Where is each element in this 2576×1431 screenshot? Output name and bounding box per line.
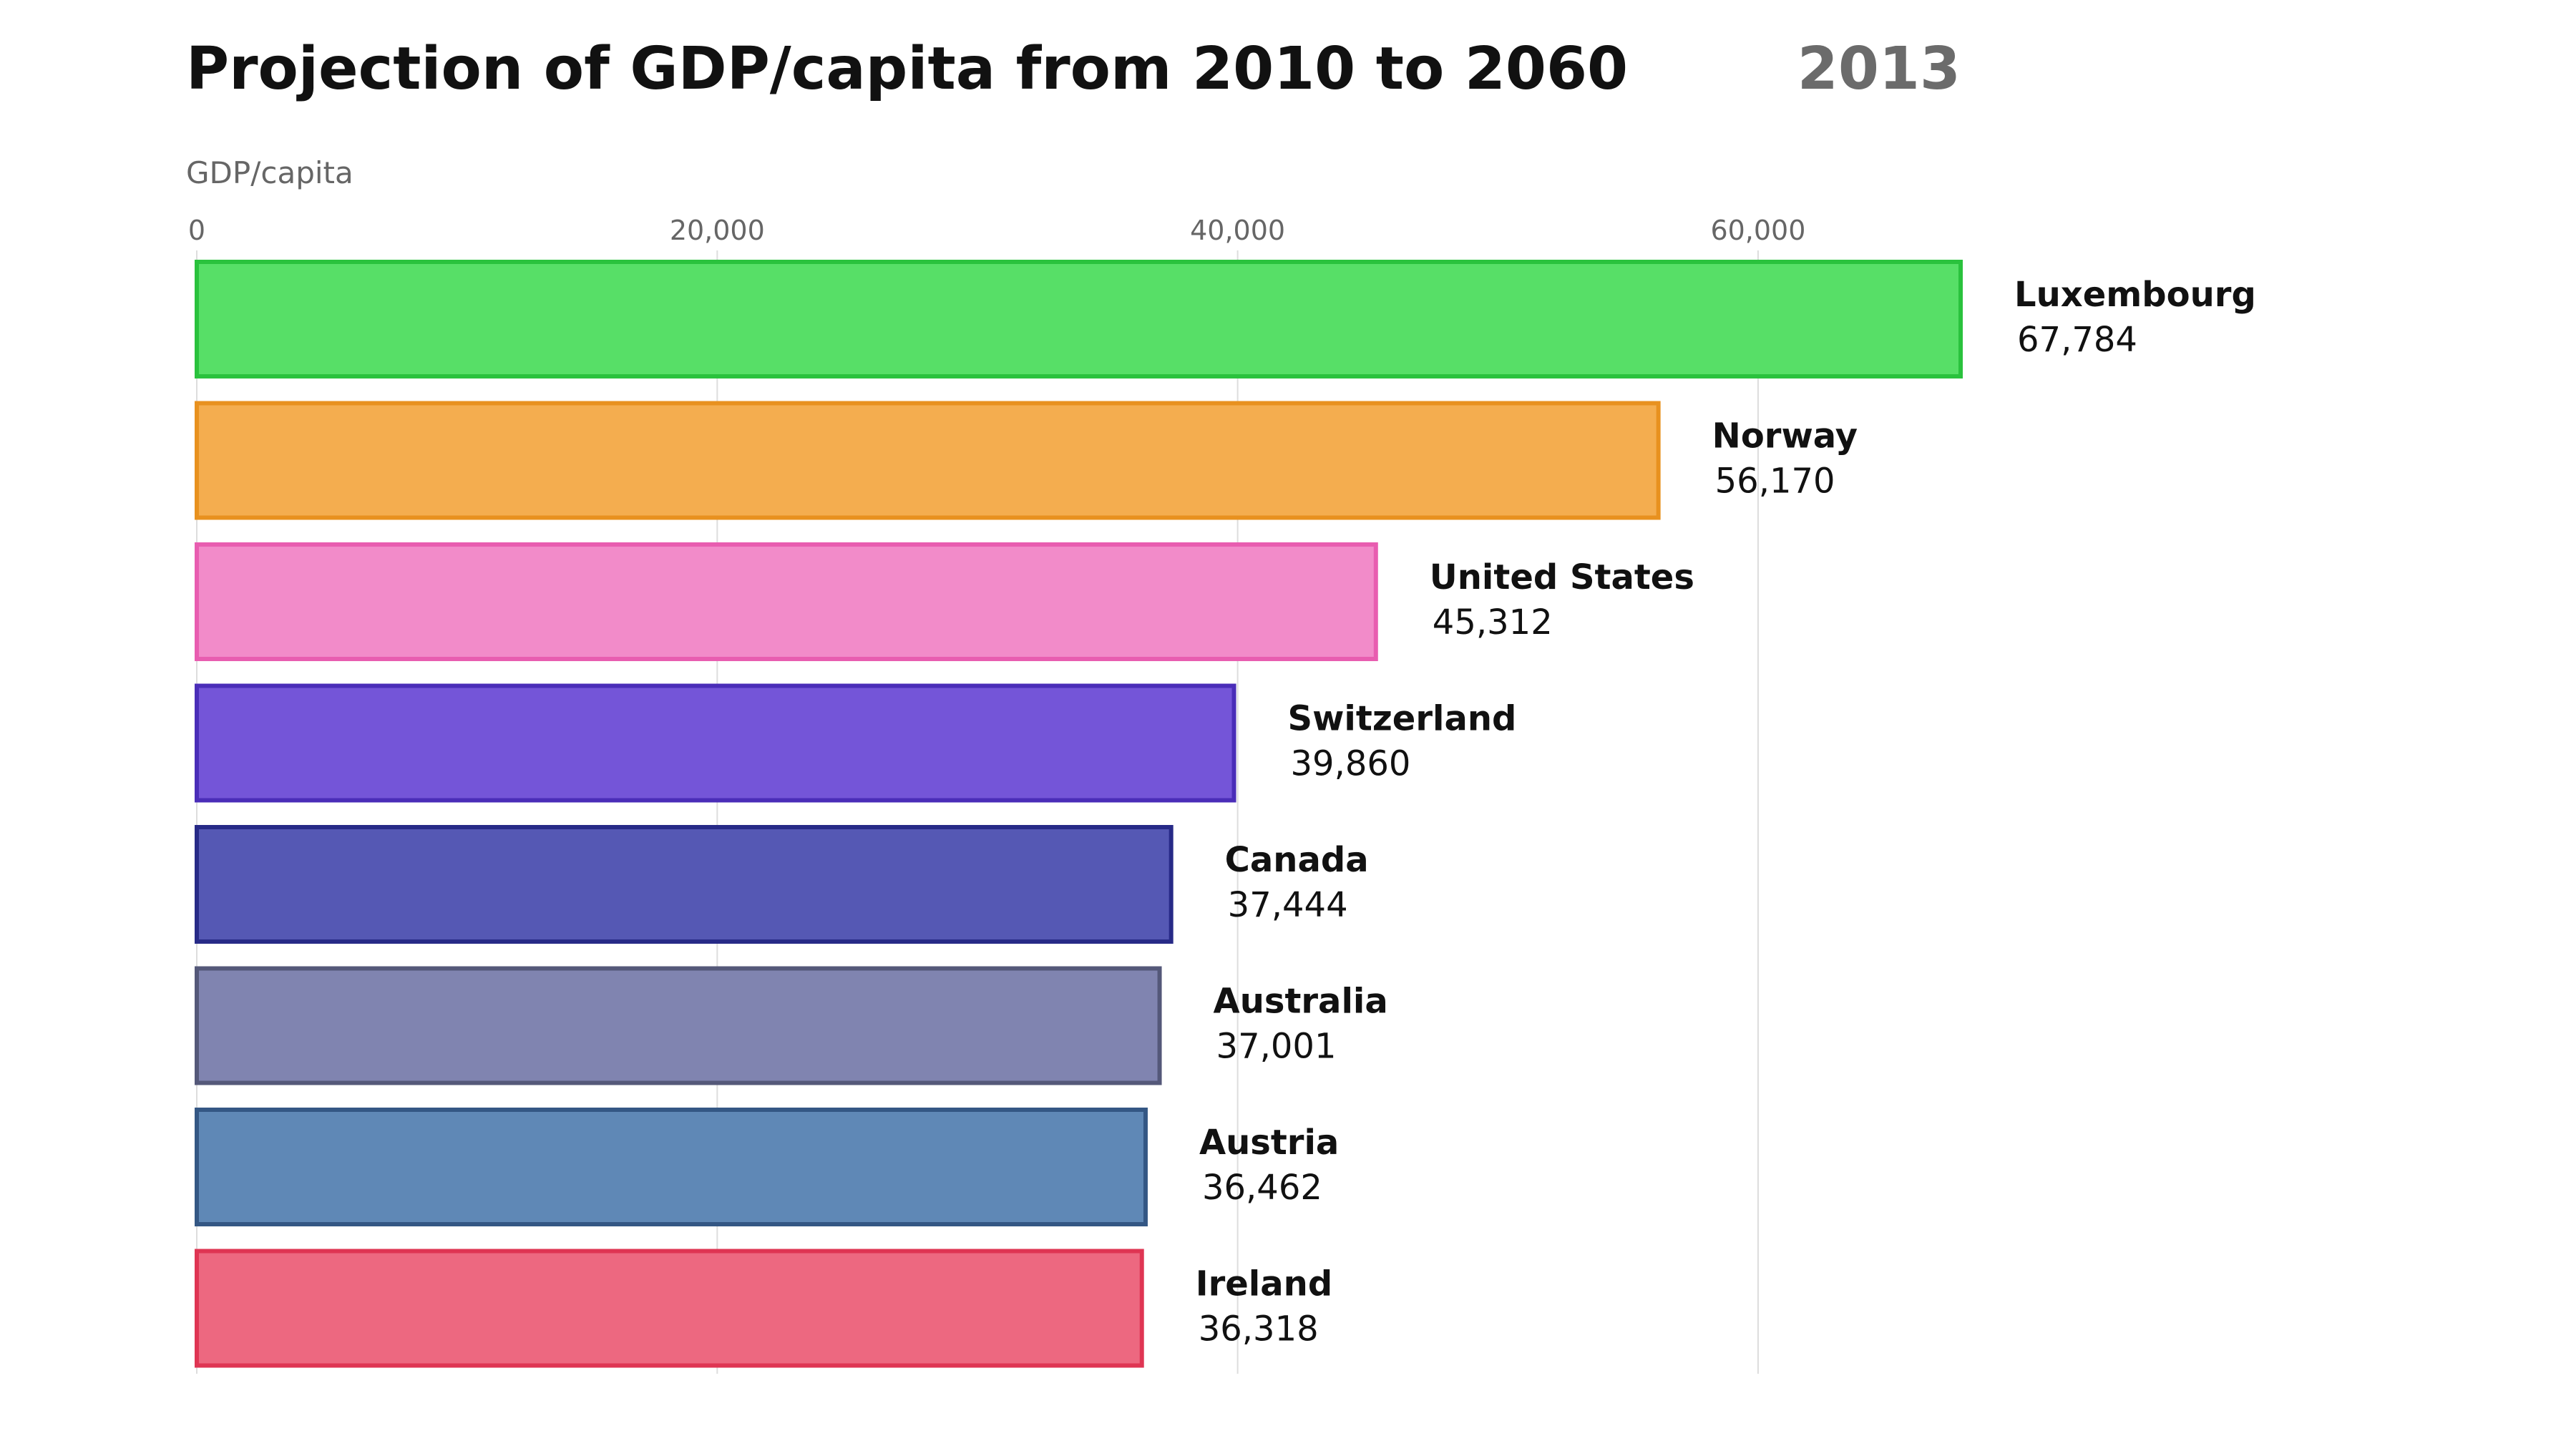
bar-value-label: 67,784 bbox=[2017, 320, 2137, 360]
bar-category-label: United States bbox=[1430, 557, 1694, 597]
x-tick-label: 20,000 bbox=[670, 215, 765, 246]
bar-labels: Luxembourg 67,784 Norway 56,170 United State… bbox=[1196, 275, 2256, 1349]
bar-value-label: 36,318 bbox=[1199, 1309, 1319, 1349]
bar bbox=[195, 683, 1236, 803]
x-axis-title: GDP/capita bbox=[186, 155, 353, 190]
bar bbox=[195, 401, 1661, 520]
year-label: 2013 bbox=[1797, 35, 1961, 103]
bar-value-label: 36,462 bbox=[1202, 1168, 1322, 1208]
bar bbox=[195, 825, 1174, 944]
bar bbox=[195, 966, 1162, 1085]
bar bbox=[195, 542, 1378, 661]
chart-title: Projection of GDP/capita from 2010 to 20… bbox=[186, 35, 1628, 103]
bar-category-label: Australia bbox=[1214, 982, 1388, 1022]
x-tick-label: 40,000 bbox=[1190, 215, 1285, 246]
x-tick-label: 0 bbox=[188, 215, 205, 246]
bar-category-label: Switzerland bbox=[1288, 699, 1517, 739]
bar-value-label: 37,001 bbox=[1216, 1027, 1337, 1067]
bar-value-label: 37,444 bbox=[1228, 885, 1348, 925]
x-tick-label: 60,000 bbox=[1710, 215, 1805, 246]
bars bbox=[195, 260, 1963, 1368]
bar-value-label: 45,312 bbox=[1433, 602, 1553, 643]
bar-value-label: 39,860 bbox=[1291, 744, 1411, 784]
bar bbox=[195, 260, 1963, 378]
bar-category-label: Luxembourg bbox=[2014, 275, 2256, 315]
bar-category-label: Norway bbox=[1712, 416, 1858, 456]
x-axis-ticks: 0 20,000 40,000 60,000 bbox=[188, 215, 1806, 246]
bar-category-label: Canada bbox=[1225, 840, 1369, 880]
bar bbox=[195, 1108, 1148, 1226]
bar bbox=[195, 1249, 1144, 1368]
bar-category-label: Ireland bbox=[1196, 1264, 1332, 1304]
bar-category-label: Austria bbox=[1199, 1123, 1339, 1163]
bar-value-label: 56,170 bbox=[1715, 461, 1835, 502]
